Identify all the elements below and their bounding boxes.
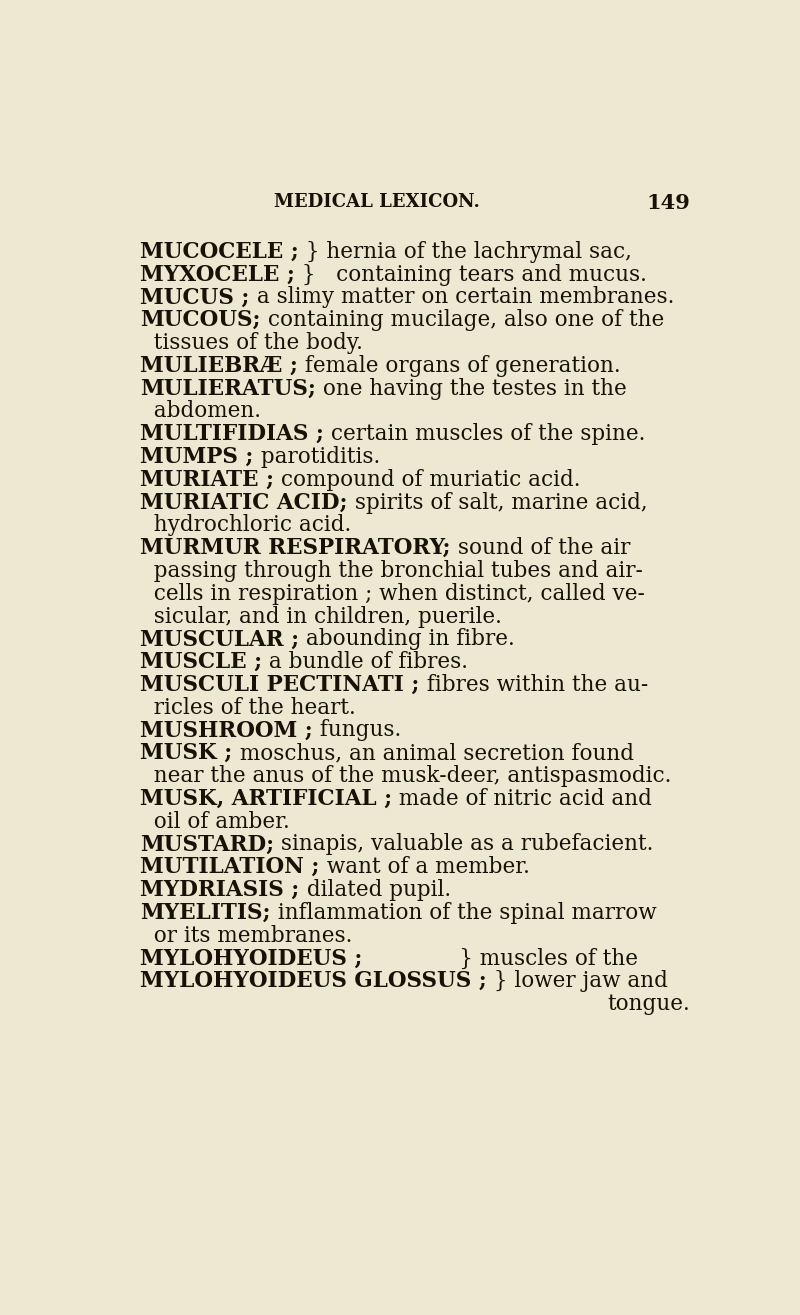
Text: MYELITIS;: MYELITIS; <box>140 902 270 924</box>
Text: ricles of the heart.: ricles of the heart. <box>140 697 356 719</box>
Text: MUMPS ;: MUMPS ; <box>140 446 254 468</box>
Text: abounding in fibre.: abounding in fibre. <box>299 629 515 651</box>
Text: MURIATIC ACID;: MURIATIC ACID; <box>140 492 348 514</box>
Text: sound of the air: sound of the air <box>451 537 630 559</box>
Text: female organs of generation.: female organs of generation. <box>298 355 621 377</box>
Text: hydrochloric acid.: hydrochloric acid. <box>140 514 351 537</box>
Text: MUSCLE ;: MUSCLE ; <box>140 651 262 673</box>
Text: MURMUR RESPIRATORY;: MURMUR RESPIRATORY; <box>140 537 451 559</box>
Text: MUSK, ARTIFICIAL ;: MUSK, ARTIFICIAL ; <box>140 788 393 810</box>
Text: MUCOCELE ;: MUCOCELE ; <box>140 241 299 263</box>
Text: MULIERATUS;: MULIERATUS; <box>140 377 316 400</box>
Text: MEDICAL LEXICON.: MEDICAL LEXICON. <box>274 193 480 212</box>
Text: a bundle of fibres.: a bundle of fibres. <box>262 651 469 673</box>
Text: } hernia of the lachrymal sac,: } hernia of the lachrymal sac, <box>299 241 632 263</box>
Text: 149: 149 <box>646 193 690 213</box>
Text: sicular, and in children, puerile.: sicular, and in children, puerile. <box>140 605 502 627</box>
Text: MUSHROOM ;: MUSHROOM ; <box>140 719 313 742</box>
Text: oil of amber.: oil of amber. <box>140 810 290 832</box>
Text: passing through the bronchial tubes and air-: passing through the bronchial tubes and … <box>140 560 643 583</box>
Text: fibres within the au-: fibres within the au- <box>420 673 648 696</box>
Text: sinapis, valuable as a rubefacient.: sinapis, valuable as a rubefacient. <box>274 834 654 856</box>
Text: parotiditis.: parotiditis. <box>254 446 380 468</box>
Text: MUCUS ;: MUCUS ; <box>140 287 250 309</box>
Text: } muscles of the: } muscles of the <box>362 947 638 969</box>
Text: inflammation of the spinal marrow: inflammation of the spinal marrow <box>270 902 657 924</box>
Text: near the anus of the musk-deer, antispasmodic.: near the anus of the musk-deer, antispas… <box>140 765 672 788</box>
Text: }   containing tears and mucus.: } containing tears and mucus. <box>295 263 647 285</box>
Text: MYXOCELE ;: MYXOCELE ; <box>140 263 295 285</box>
Text: MURIATE ;: MURIATE ; <box>140 468 274 490</box>
Text: dilated pupil.: dilated pupil. <box>299 878 450 901</box>
Text: } lower jaw and: } lower jaw and <box>487 970 668 993</box>
Text: MUSK ;: MUSK ; <box>140 742 233 764</box>
Text: MUSCULAR ;: MUSCULAR ; <box>140 629 299 651</box>
Text: a slimy matter on certain membranes.: a slimy matter on certain membranes. <box>250 287 674 309</box>
Text: MUCOUS;: MUCOUS; <box>140 309 261 331</box>
Text: tongue.: tongue. <box>608 993 690 1015</box>
Text: made of nitric acid and: made of nitric acid and <box>393 788 652 810</box>
Text: tissues of the body.: tissues of the body. <box>140 331 363 354</box>
Text: abdomen.: abdomen. <box>140 400 262 422</box>
Text: fungus.: fungus. <box>313 719 402 742</box>
Text: MUSCULI PECTINATI ;: MUSCULI PECTINATI ; <box>140 673 420 696</box>
Text: or its membranes.: or its membranes. <box>140 924 353 947</box>
Text: compound of muriatic acid.: compound of muriatic acid. <box>274 468 581 490</box>
Text: MYLOHYOIDEUS ;: MYLOHYOIDEUS ; <box>140 947 362 969</box>
Text: spirits of salt, marine acid,: spirits of salt, marine acid, <box>348 492 647 514</box>
Text: MYLOHYOIDEUS GLOSSUS ;: MYLOHYOIDEUS GLOSSUS ; <box>140 970 487 993</box>
Text: moschus, an animal secretion found: moschus, an animal secretion found <box>233 742 634 764</box>
Text: cells in respiration ; when distinct, called ve-: cells in respiration ; when distinct, ca… <box>140 583 645 605</box>
Text: certain muscles of the spine.: certain muscles of the spine. <box>324 423 646 446</box>
Text: one having the testes in the: one having the testes in the <box>316 377 627 400</box>
Text: MULTIFIDIAS ;: MULTIFIDIAS ; <box>140 423 324 446</box>
Text: want of a member.: want of a member. <box>320 856 530 878</box>
Text: containing mucilage, also one of the: containing mucilage, also one of the <box>261 309 664 331</box>
Text: MULIEBRÆ ;: MULIEBRÆ ; <box>140 355 298 377</box>
Text: MUSTARD;: MUSTARD; <box>140 834 274 856</box>
Text: MUTILATION ;: MUTILATION ; <box>140 856 320 878</box>
Text: MYDRIASIS ;: MYDRIASIS ; <box>140 878 299 901</box>
